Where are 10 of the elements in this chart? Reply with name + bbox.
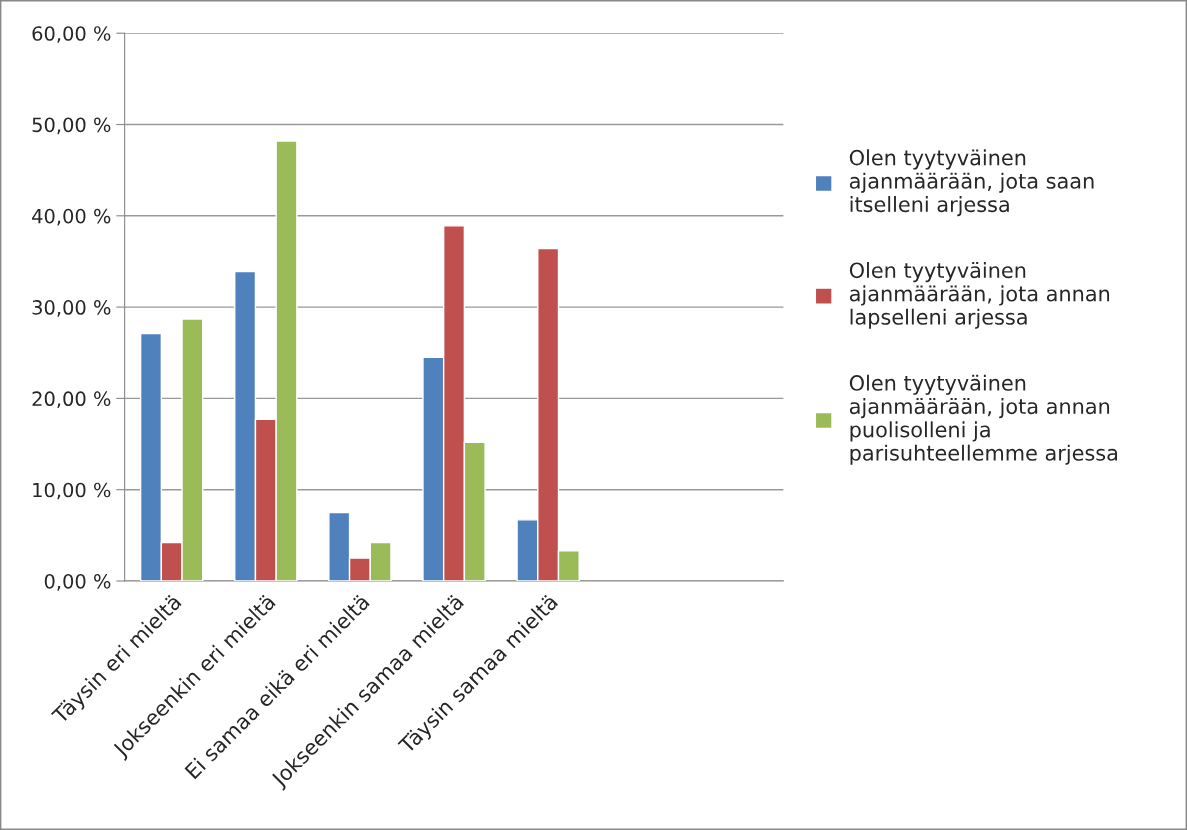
legend-label: Olen tyytyväinen ajanmäärään, jota saan itselleni arjessa bbox=[849, 149, 1094, 217]
y-tick-label: 40,00 % bbox=[32, 208, 111, 226]
y-tick-label: 30,00 % bbox=[32, 300, 111, 317]
y-tick-label: 10,00 % bbox=[33, 482, 111, 500]
y-tick-label: 20,00 % bbox=[32, 391, 111, 409]
y-tick-label: 50,00 % bbox=[32, 117, 111, 135]
legend-label: Olen tyytyväinen ajanmäärään, jota annan puolisolleni ja parisuhteellemme arjessa bbox=[849, 374, 1118, 465]
y-tick-label: 60,00 % bbox=[32, 26, 111, 43]
legend-label: Olen tyytyväinen ajanmäärään, jota annan lapselleni arjessa bbox=[849, 262, 1110, 329]
y-tick-label: 0,00 % bbox=[44, 573, 111, 591]
